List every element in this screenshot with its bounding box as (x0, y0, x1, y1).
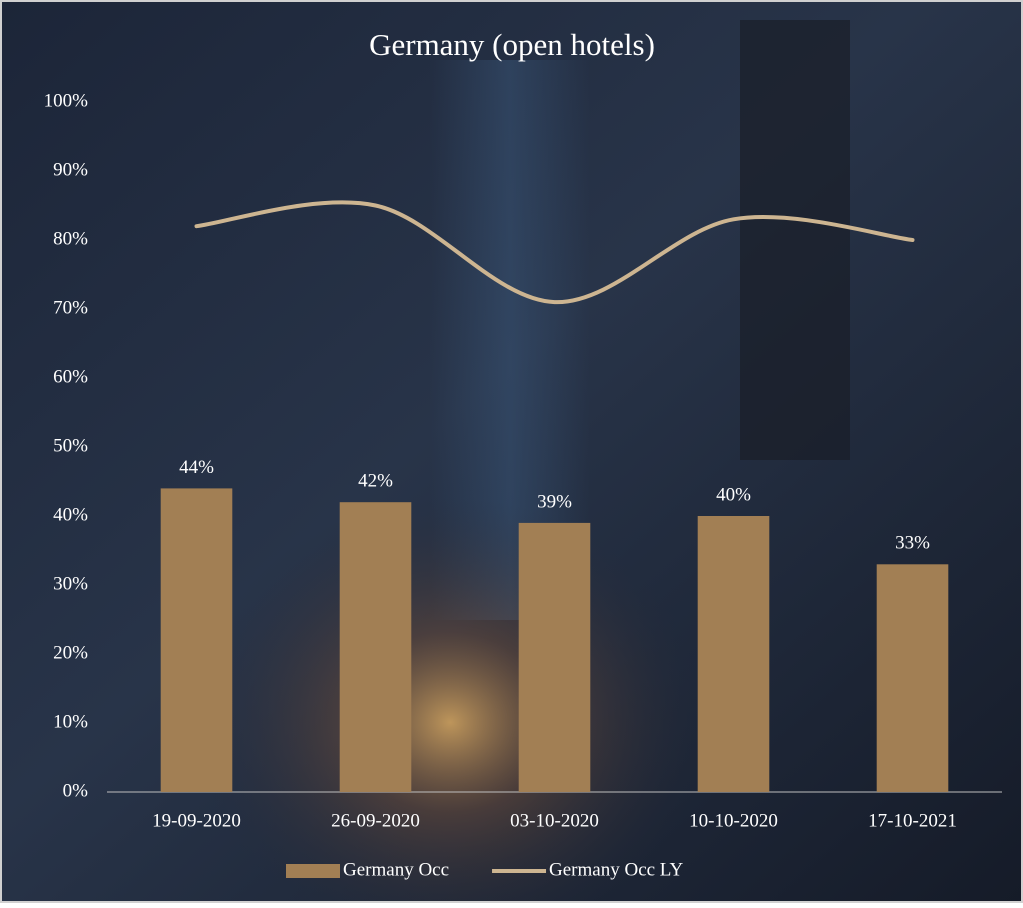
legend-label: Germany Occ LY (549, 859, 683, 880)
bar (340, 502, 412, 792)
x-tick-label: 10-10-2020 (689, 810, 778, 831)
y-tick-label: 80% (53, 228, 88, 249)
value-label: 42% (358, 471, 393, 492)
x-tick-label: 26-09-2020 (331, 810, 420, 831)
y-tick-label: 20% (53, 642, 88, 663)
bar (877, 564, 949, 792)
value-label: 39% (537, 491, 572, 512)
y-tick-label: 90% (53, 159, 88, 180)
x-tick-label: 17-10-2021 (868, 810, 957, 831)
legend-label: Germany Occ (343, 859, 449, 880)
y-tick-label: 30% (53, 573, 88, 594)
value-label: 40% (716, 484, 751, 505)
y-tick-label: 60% (53, 366, 88, 387)
background-glow (0, 0, 1023, 903)
y-tick-label: 0% (63, 780, 89, 801)
bar (698, 516, 770, 792)
x-tick-label: 19-09-2020 (152, 810, 241, 831)
bar (161, 488, 233, 792)
page: {"chart_data": { "type": "combo", "title… (0, 0, 1023, 903)
y-tick-label: 10% (53, 711, 88, 732)
y-tick-label: 70% (53, 297, 88, 318)
legend-swatch (286, 864, 340, 878)
value-label: 33% (895, 533, 930, 554)
y-tick-label: 50% (53, 435, 88, 456)
x-tick-label: 03-10-2020 (510, 810, 599, 831)
chart-title: Germany (open hotels) (369, 27, 655, 62)
y-tick-label: 100% (44, 90, 89, 111)
y-tick-label: 40% (53, 504, 88, 525)
bar (519, 523, 591, 792)
chart: Germany (open hotels) 0% 10% 20% 30% 40% 50% 6… (0, 0, 1023, 903)
value-label: 44% (179, 457, 214, 478)
